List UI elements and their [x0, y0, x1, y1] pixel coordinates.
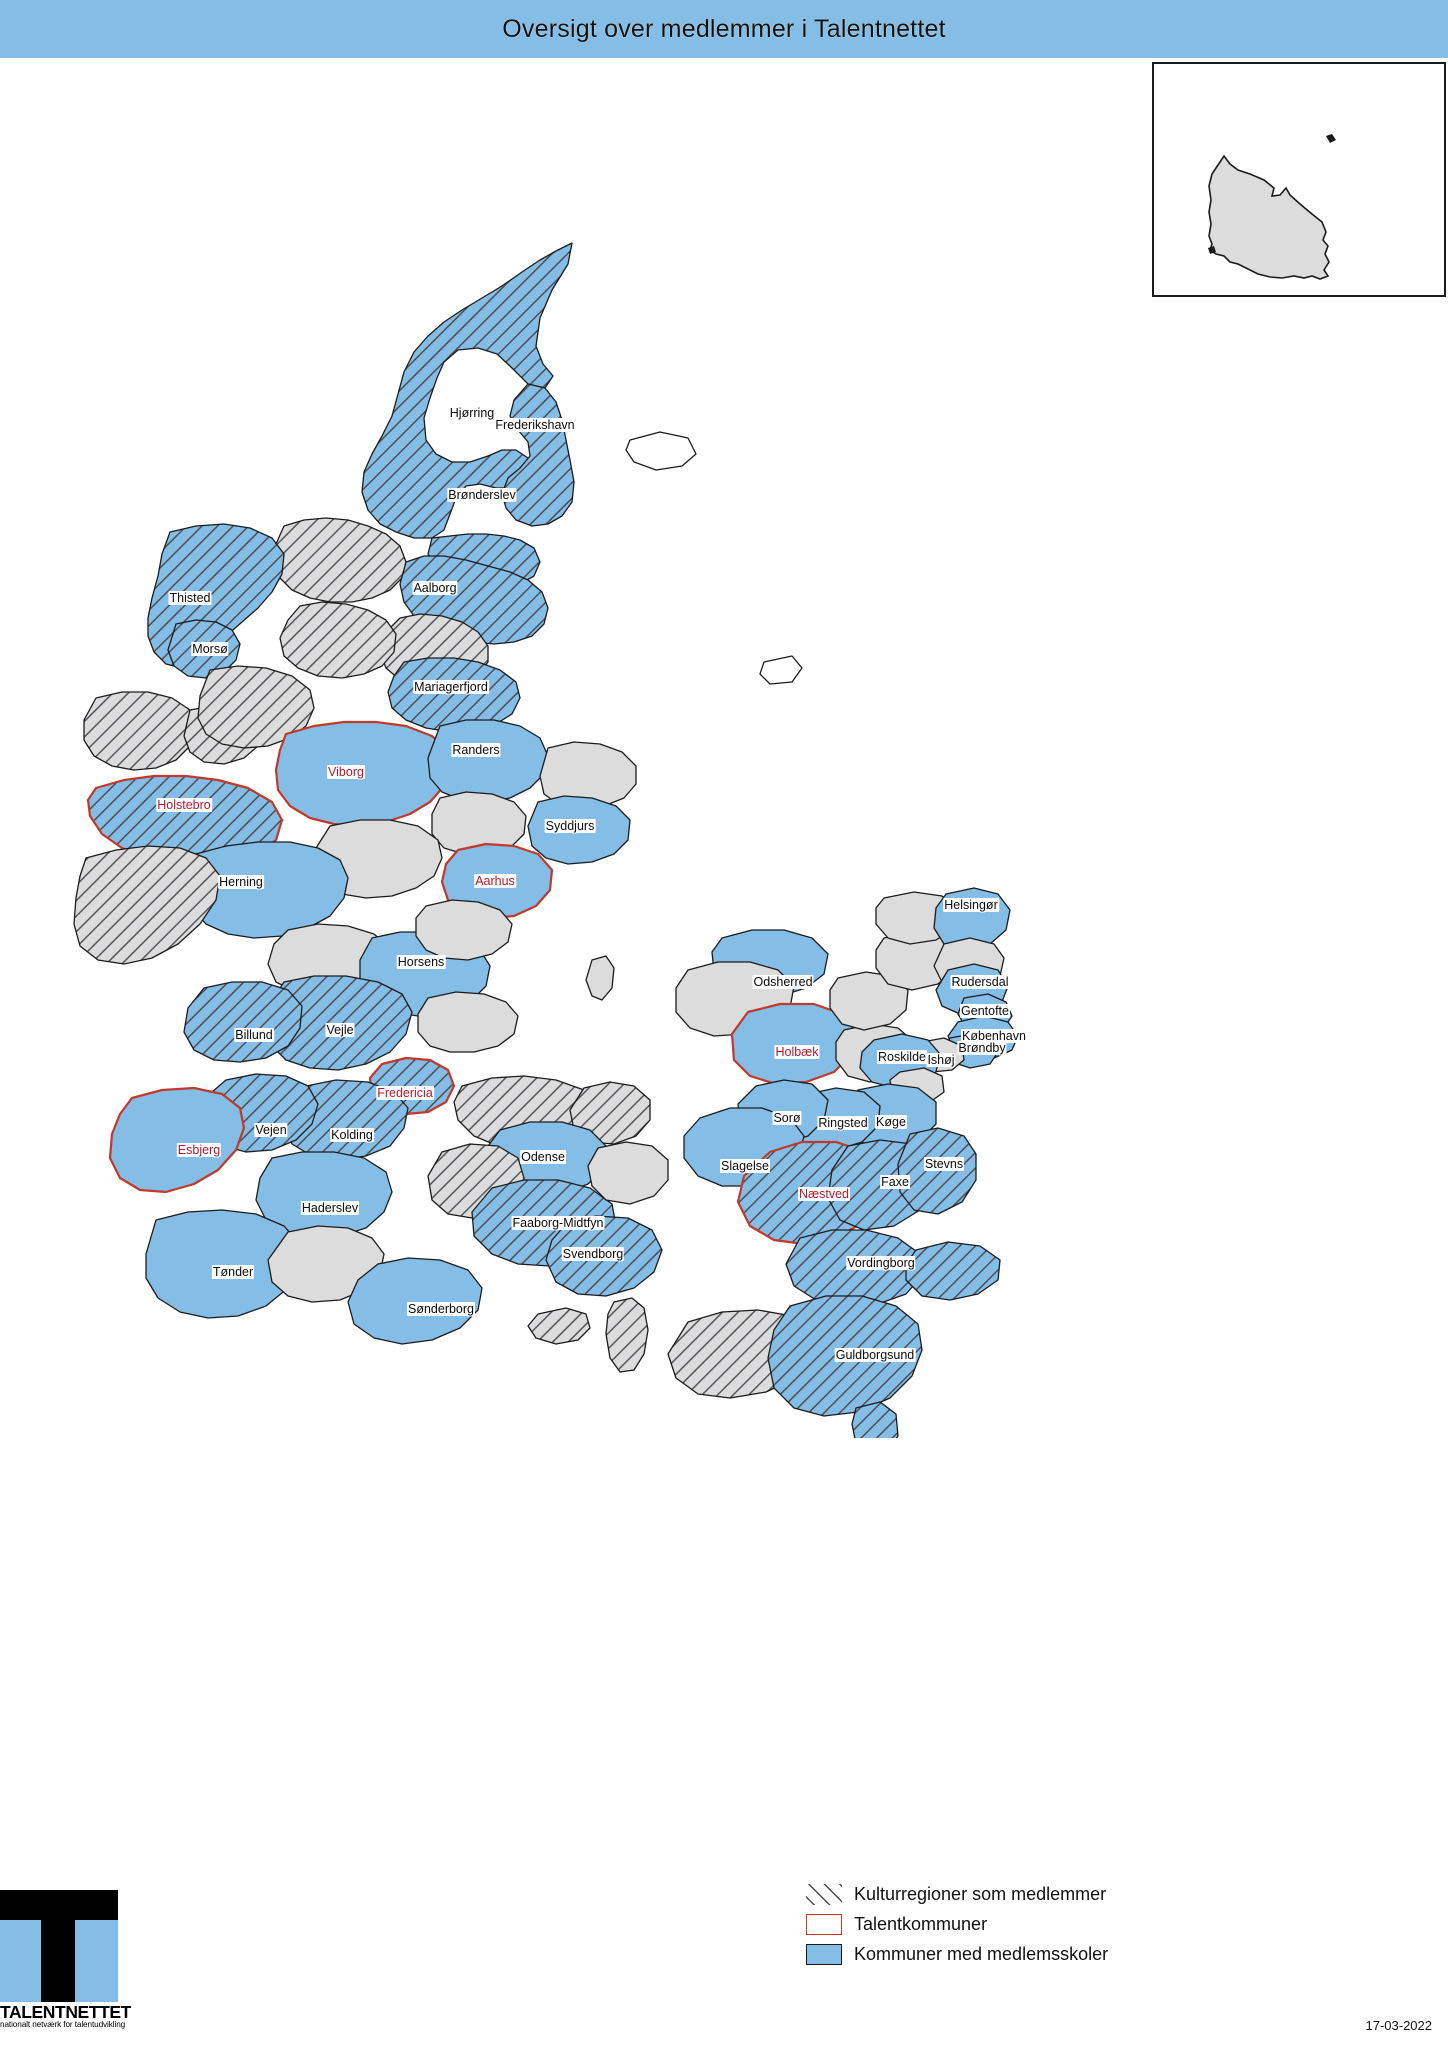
region-holbaek	[730, 1002, 858, 1086]
map-label-syddjurs: Syddjurs	[544, 819, 596, 833]
region-norddjurs	[539, 741, 637, 809]
legend-item-kulturregioner: Kulturregioner som medlemmer	[806, 1879, 1366, 1909]
logo-t-mark-icon	[0, 1890, 118, 2002]
region-jammerbugt	[273, 517, 407, 603]
legend-label-talentkommuner: Talentkommuner	[854, 1913, 988, 1934]
island-laesoe	[625, 431, 697, 471]
region-billund	[183, 981, 303, 1063]
region-nyborg	[587, 1141, 669, 1205]
map-label-faaborg-midtfyn: Faaborg-Midtfyn	[511, 1216, 605, 1230]
map-label-k-benhavn: København	[961, 1029, 1027, 1043]
map-label-horsens: Horsens	[396, 955, 446, 969]
region-hedensted	[417, 991, 519, 1053]
bornholm-inset-svg	[1208, 134, 1336, 280]
map-label-vejen: Vejen	[254, 1123, 288, 1137]
map-label-helsing-r: Helsingør	[943, 898, 999, 912]
region-randers	[427, 719, 549, 803]
map-label-esbjerg: Esbjerg	[176, 1143, 222, 1157]
map-label-br-ndby: Brøndby	[957, 1041, 1007, 1055]
island-anholt	[759, 655, 803, 685]
map-label-slagelse: Slagelse	[720, 1159, 770, 1173]
region-vesthimmerland	[279, 601, 397, 679]
region-toender	[145, 1209, 301, 1319]
map-label-faxe: Faxe	[880, 1175, 910, 1189]
map-label-n-stved: Næstved	[797, 1187, 851, 1201]
map-label-mors-: Morsø	[191, 642, 229, 656]
map-label-odense: Odense	[520, 1150, 566, 1164]
map-label-br-nderslev: Brønderslev	[447, 488, 517, 502]
region-moen	[905, 1241, 1001, 1301]
region-lemvig	[83, 691, 197, 771]
blue-fill-swatch-icon	[806, 1943, 842, 1965]
region-haderslev	[255, 1151, 393, 1239]
map-label-rudersdal: Rudersdal	[950, 975, 1010, 989]
map-label-t-nder: Tønder	[211, 1265, 255, 1279]
region-kerteminde	[569, 1081, 651, 1145]
map-label-svendborg: Svendborg	[561, 1247, 625, 1261]
island-christiansoe	[1326, 134, 1336, 143]
map-label-aalborg: Aalborg	[412, 581, 458, 595]
region-esbjerg	[108, 1086, 246, 1194]
map-label-randers: Randers	[451, 743, 501, 757]
legend-label-kulturregioner: Kulturregioner som medlemmer	[854, 1883, 1107, 1904]
map-label-odsherred: Odsherred	[752, 975, 814, 989]
map-label-sor-: Sorø	[772, 1111, 802, 1125]
red-outline-swatch-icon	[806, 1913, 842, 1935]
legend-label-medlemsskoler: Kommuner med medlemsskoler	[854, 1943, 1109, 1964]
region-soenderborg	[347, 1257, 483, 1345]
logo-t-stem	[41, 1890, 75, 2002]
region-langeland	[605, 1297, 649, 1373]
map-label-guldborgsund: Guldborgsund	[834, 1348, 916, 1362]
map-label-ringsted: Ringsted	[817, 1116, 869, 1130]
region-falster-tip	[851, 1401, 899, 1438]
region-bornholm	[1208, 154, 1330, 280]
map-label-gentofte: Gentofte	[960, 1004, 1010, 1018]
legend: Kulturregioner som medlemmer Talentkommu…	[806, 1879, 1366, 1969]
region-aeroe	[527, 1307, 591, 1345]
map-label-vejle: Vejle	[325, 1023, 355, 1037]
bornholm-harbour-dot	[1208, 246, 1216, 254]
region-skanderborg	[415, 899, 513, 961]
map-label-vordingborg: Vordingborg	[846, 1256, 916, 1270]
map-label-haderslev: Haderslev	[300, 1201, 360, 1215]
map-label-fredericia: Fredericia	[376, 1086, 434, 1100]
map-label-stevns: Stevns	[923, 1157, 965, 1171]
legend-item-talentkommuner: Talentkommuner	[806, 1909, 1366, 1939]
logo-wordmark: TALENTNETTET	[0, 2002, 131, 2022]
map-label-hj-rring: Hjørring	[448, 406, 496, 420]
page-title: Oversigt over medlemmer i Talentnettet	[502, 14, 946, 43]
map-label-k-ge: Køge	[875, 1115, 907, 1129]
hatch-swatch-icon	[806, 1883, 842, 1905]
map-label-aarhus: Aarhus	[474, 874, 516, 888]
map-label-s-nderborg: Sønderborg	[406, 1302, 476, 1316]
region-stevns	[897, 1127, 977, 1215]
map-label-viborg: Viborg	[327, 765, 365, 779]
map-date: 17-03-2022	[1365, 2018, 1433, 2033]
map-label-ish-j: Ishøj	[926, 1053, 956, 1067]
map-label-roskilde: Roskilde	[877, 1050, 927, 1064]
talentnettet-logo: TALENTNETTET nationalt netværk for talen…	[0, 1890, 131, 2029]
logo-tagline: nationalt netværk for talentudvikling	[0, 2020, 126, 2029]
island-samsoe	[585, 955, 615, 1001]
map-label-holb-k: Holbæk	[774, 1045, 820, 1059]
map-label-frederikshavn: Frederikshavn	[494, 418, 576, 432]
map-label-herning: Herning	[218, 875, 264, 889]
map-label-kolding: Kolding	[330, 1128, 374, 1142]
map-label-billund: Billund	[234, 1028, 274, 1042]
region-ringkoebing-skjern	[73, 845, 221, 965]
map-label-holstebro: Holstebro	[156, 798, 212, 812]
bornholm-inset-frame	[1152, 62, 1446, 297]
map-label-thisted: Thisted	[168, 591, 212, 605]
legend-item-medlemsskoler: Kommuner med medlemsskoler	[806, 1939, 1366, 1969]
header-bar: Oversigt over medlemmer i Talentnettet	[0, 0, 1448, 58]
map-label-mariagerfjord: Mariagerfjord	[413, 680, 489, 694]
